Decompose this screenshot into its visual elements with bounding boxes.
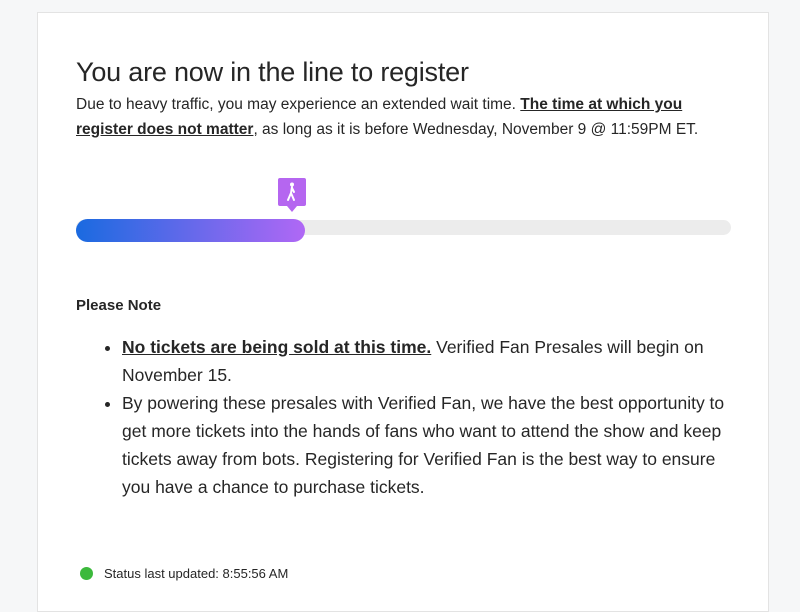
note-item: By powering these presales with Verified… (122, 389, 742, 501)
status-text: Status last updated: 8:55:56 AM (104, 566, 289, 581)
walking-person-icon (287, 182, 296, 201)
status-indicator: Status last updated: 8:55:56 AM (80, 566, 288, 581)
status-dot-icon (80, 567, 93, 580)
page-title: You are now in the line to register (76, 57, 469, 87)
queue-progress-fill (76, 219, 306, 242)
note-list: No tickets are being sold at this time. … (76, 333, 742, 501)
note-item: No tickets are being sold at this time. … (122, 333, 742, 389)
intro-emphasis: The time at which you register does not … (76, 96, 683, 138)
intro-text: Due to heavy traffic, you may experience… (76, 96, 699, 138)
note-title: Please Note (76, 297, 162, 314)
queue-card: You are now in the line to register Due … (37, 12, 769, 612)
queue-position-marker (278, 178, 307, 212)
queue-progress-bar (76, 178, 731, 242)
